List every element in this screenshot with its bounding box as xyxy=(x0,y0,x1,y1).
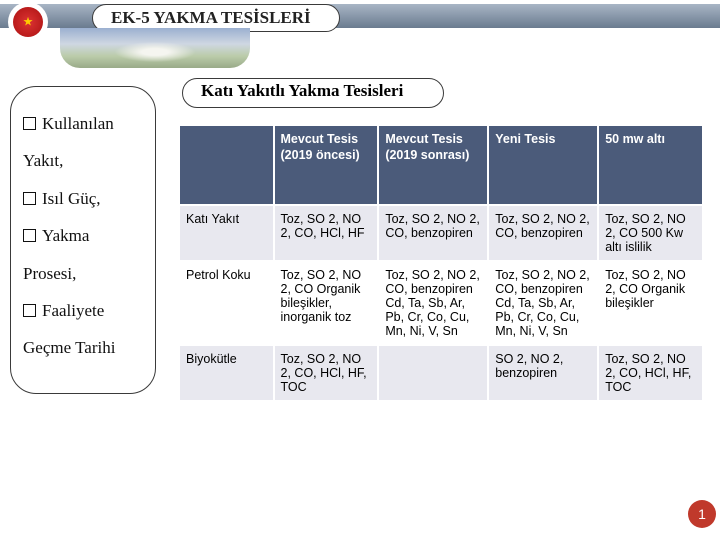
table-cell xyxy=(379,346,487,400)
table-header-cell: Yeni Tesis xyxy=(489,126,597,204)
table-header-cell: Mevcut Tesis (2019 öncesi) xyxy=(275,126,378,204)
table-cell: Toz, SO 2, NO 2, CO, HCl, HF xyxy=(275,206,378,260)
table-cell: Toz, SO 2, NO 2, CO Organik bileşikler, … xyxy=(275,262,378,344)
table-header-cell: 50 mw altı xyxy=(599,126,702,204)
table-cell: Toz, SO 2, NO 2, CO, HCl, HF, TOC xyxy=(275,346,378,400)
table-header-row: Mevcut Tesis (2019 öncesi) Mevcut Tesis … xyxy=(180,126,702,204)
table-row: Biyokütle Toz, SO 2, NO 2, CO, HCl, HF, … xyxy=(180,346,702,400)
emblem-seal xyxy=(8,2,48,42)
bullet-icon xyxy=(23,304,36,317)
sidebar-item: Kullanılan Yakıt, xyxy=(23,105,143,180)
table-cell: Toz, SO 2, NO 2, CO, benzopiren xyxy=(489,206,597,260)
sidebar-item-label: Faaliyete Geçme Tarihi xyxy=(23,301,115,357)
table-cell: Toz, SO 2, NO 2, CO, benzopiren Cd, Ta, … xyxy=(489,262,597,344)
table-cell-rowlabel: Katı Yakıt xyxy=(180,206,273,260)
table-cell-rowlabel: Petrol Koku xyxy=(180,262,273,344)
section-title: Katı Yakıtlı Yakma Tesisleri xyxy=(182,78,444,108)
table-cell: Toz, SO 2, NO 2, CO, benzopiren Cd, Ta, … xyxy=(379,262,487,344)
sidebar-box: Kullanılan Yakıt, Isıl Güç, Yakma Proses… xyxy=(10,86,156,394)
table-cell: Toz, SO 2, NO 2, CO, HCl, HF, TOC xyxy=(599,346,702,400)
emissions-table: Mevcut Tesis (2019 öncesi) Mevcut Tesis … xyxy=(178,124,704,402)
sidebar-item: Faaliyete Geçme Tarihi xyxy=(23,292,143,367)
bullet-icon xyxy=(23,192,36,205)
table-row: Petrol Koku Toz, SO 2, NO 2, CO Organik … xyxy=(180,262,702,344)
table-header-cell xyxy=(180,126,273,204)
table-cell: Toz, SO 2, NO 2, CO, benzopiren xyxy=(379,206,487,260)
table-cell: SO 2, NO 2, benzopiren xyxy=(489,346,597,400)
sidebar-item: Yakma Prosesi, xyxy=(23,217,143,292)
table-header-cell: Mevcut Tesis (2019 sonrası) xyxy=(379,126,487,204)
page-number-badge: 1 xyxy=(688,500,716,528)
table-cell: Toz, SO 2, NO 2, CO Organik bileşikler xyxy=(599,262,702,344)
banner-photo xyxy=(60,28,250,68)
table-row: Katı Yakıt Toz, SO 2, NO 2, CO, HCl, HF … xyxy=(180,206,702,260)
sidebar-item-label: Kullanılan Yakıt, xyxy=(23,114,114,170)
bullet-icon xyxy=(23,229,36,242)
table-cell: Toz, SO 2, NO 2, CO 500 Kw altı islilik xyxy=(599,206,702,260)
table-cell-rowlabel: Biyokütle xyxy=(180,346,273,400)
sidebar-item: Isıl Güç, xyxy=(23,180,143,217)
bullet-icon xyxy=(23,117,36,130)
sidebar-item-label: Isıl Güç, xyxy=(42,189,101,208)
